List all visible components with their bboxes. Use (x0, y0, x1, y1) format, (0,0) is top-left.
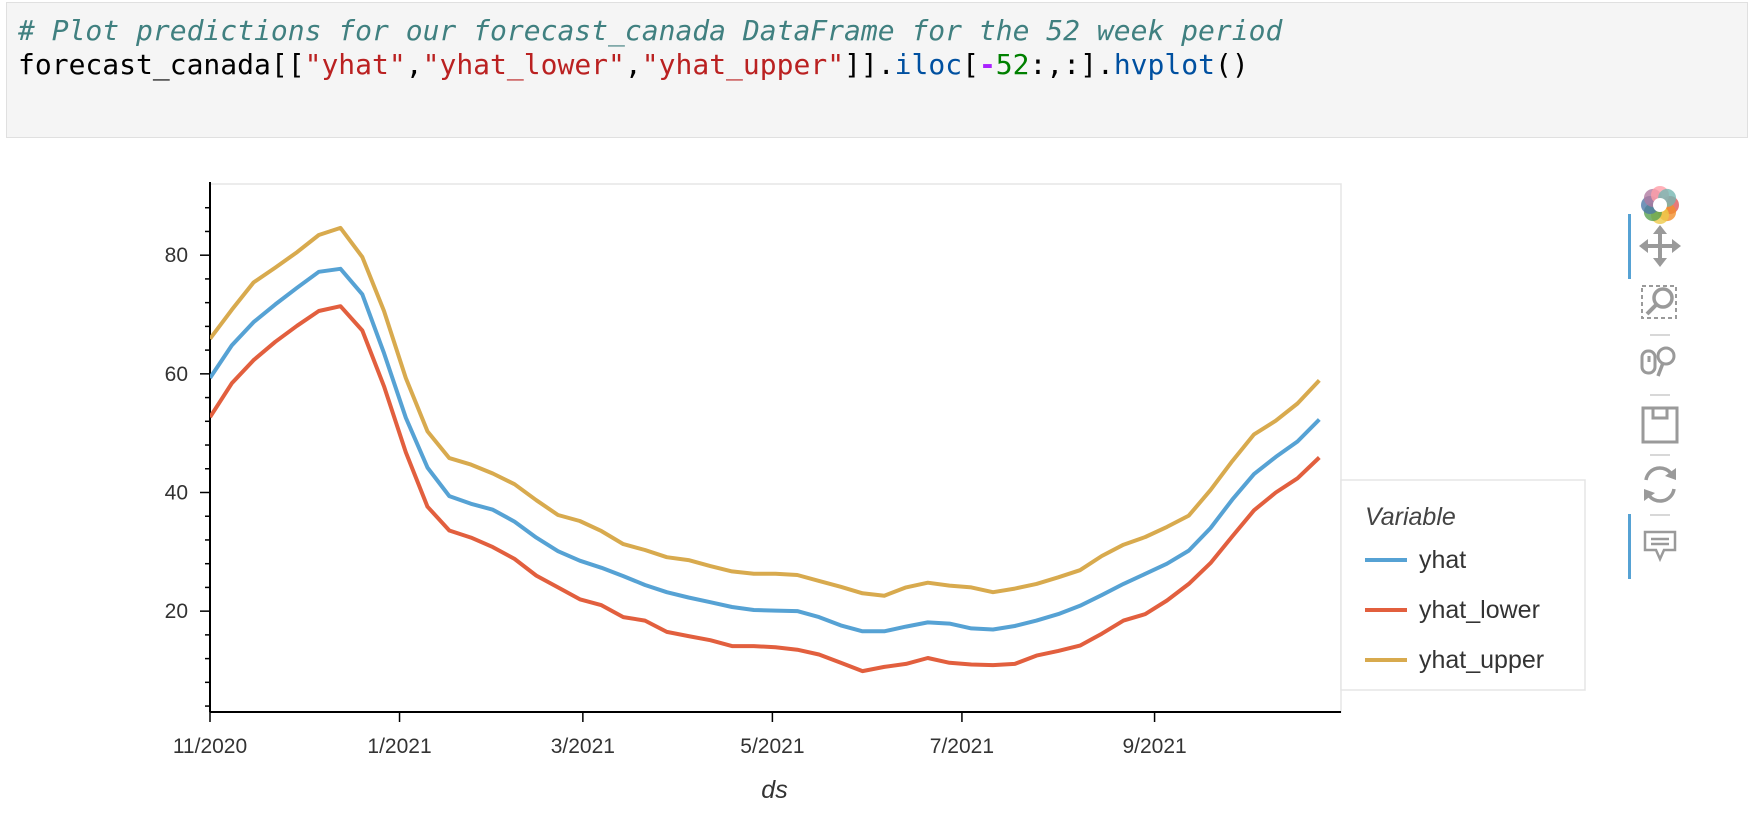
y-tick-label: 40 (165, 481, 188, 504)
pan-icon[interactable] (1639, 225, 1681, 267)
active-inspect-indicator (1628, 514, 1631, 579)
box-zoom-icon[interactable] (1641, 285, 1677, 319)
code-token: :,:]. (1029, 48, 1114, 81)
code-token: 52 (995, 48, 1030, 81)
y-tick-label: 80 (165, 244, 188, 267)
code-token: - (978, 48, 996, 81)
x-tick-label: 3/2021 (551, 735, 615, 758)
code-token: , (405, 48, 423, 81)
code-token: forecast_canada (18, 48, 271, 81)
legend-item-label[interactable]: yhat_upper (1419, 646, 1544, 674)
series-line-yhat[interactable] (210, 266, 1321, 634)
wheel-zoom-icon[interactable] (1640, 346, 1676, 377)
x-tick-label: 5/2021 (740, 735, 804, 758)
x-tick-label: 9/2021 (1122, 735, 1186, 758)
code-token: [[ (270, 48, 305, 81)
code-statement: forecast_canada[["yhat","yhat_lower","yh… (18, 47, 1249, 83)
x-tick-label: 1/2021 (367, 735, 431, 758)
code-cell[interactable]: # Plot predictions for our forecast_cana… (6, 2, 1748, 138)
code-token: "yhat_lower" (422, 48, 625, 81)
legend-title: Variable (1365, 503, 1456, 531)
save-icon[interactable] (1641, 406, 1679, 444)
hvplot-output[interactable]: 20 40 60 80 11/2020 1/2021 3/2021 5/2021 7/2021 9… (0, 150, 1750, 838)
code-token: () (1214, 48, 1249, 81)
y-tick-label: 20 (165, 600, 188, 623)
plot-frame (209, 183, 1342, 713)
code-comment: # Plot predictions for our forecast_cana… (18, 14, 1283, 47)
series-line-yhat-lower[interactable] (210, 304, 1321, 674)
series-line-yhat-upper[interactable] (210, 225, 1321, 598)
y-tick-label: 60 (165, 363, 188, 386)
x-axis-label: ds (761, 776, 787, 804)
bokeh-logo-icon[interactable] (1641, 186, 1679, 224)
code-token: "yhat" (304, 48, 406, 81)
legend-item-label[interactable]: yhat_lower (1419, 596, 1540, 624)
legend-item-label[interactable]: yhat (1419, 546, 1466, 574)
x-tick-label: 7/2021 (930, 735, 994, 758)
code-token: ]]. (844, 48, 895, 81)
legend-box (1340, 479, 1586, 691)
code-token: hvplot (1113, 48, 1215, 81)
x-tick-label: 11/2020 (173, 735, 247, 758)
code-token: iloc (894, 48, 963, 81)
hover-icon[interactable] (1643, 530, 1677, 563)
code-token: , (624, 48, 642, 81)
active-drag-indicator (1628, 214, 1631, 279)
reset-icon[interactable] (1644, 466, 1676, 503)
code-token: "yhat_upper" (641, 48, 845, 81)
code-token: [ (962, 48, 979, 81)
